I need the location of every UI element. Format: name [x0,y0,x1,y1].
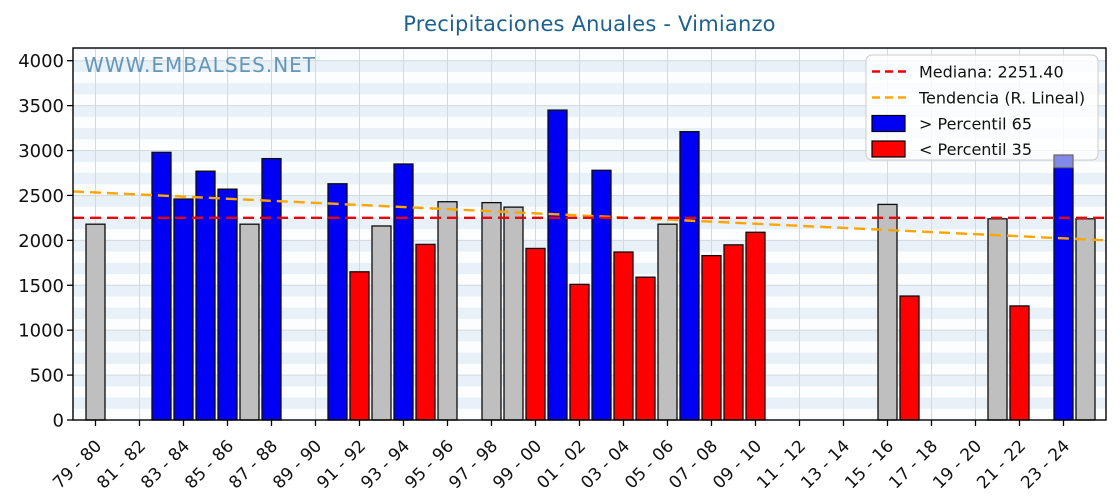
y-tick-label: 3500 [18,96,64,117]
bar-20-21 [987,218,1008,421]
bar-03-04 [613,251,634,421]
bar-16-17 [899,295,920,421]
x-tick-label: 01 - 02 [533,436,590,493]
x-tick-label: 87 - 88 [225,436,282,493]
bar-04-05 [635,276,656,421]
x-tick-label: 03 - 04 [577,436,634,493]
bar-95-96 [437,201,458,421]
bar-02-03 [591,169,612,421]
chart-title: Precipitaciones Anuales - Vimianzo [403,12,776,36]
x-tick-label: 99 - 00 [489,436,546,493]
bar-87-88 [261,157,282,421]
trend-line [72,190,1107,242]
legend-swatch-2 [871,114,906,133]
legend-box [865,54,1099,161]
y-tick-label: 0 [53,411,64,432]
bar-90-91 [327,183,348,421]
bar-07-08 [701,254,722,421]
x-tick-label: 15 - 16 [841,436,898,493]
x-tick-label: 91 - 92 [313,436,370,493]
bar-08-09 [723,244,744,421]
bar-82-83 [151,151,172,421]
x-tick-label: 97 - 98 [445,436,502,493]
x-tick-label: 09 - 10 [709,436,766,493]
x-tick-label: 13 - 14 [797,436,854,493]
bar-21-22 [1009,305,1030,421]
x-tick-label: 95 - 96 [401,436,458,493]
x-tick-label: 85 - 86 [181,436,238,493]
x-tick-label: 79 - 80 [49,436,106,493]
bar-01-02 [569,283,590,421]
legend-label: < Percentil 35 [919,140,1032,159]
legend: Mediana: 2251.40 Tendencia (R. Lineal) > P… [865,54,1099,161]
bar-84-85 [195,170,216,421]
y-tick-label: 4000 [18,51,64,72]
x-tick-label: 11 - 12 [753,436,810,493]
bar-97-98 [481,201,502,421]
bar-05-06 [657,223,678,421]
bar-94-95 [415,243,436,421]
bar-79-80 [85,223,106,421]
bar-93-94 [393,163,414,421]
x-tick-label: 05 - 06 [621,436,678,493]
bar-98-99 [503,206,524,421]
bar-09-10 [745,231,766,421]
bar-85-86 [217,188,238,421]
y-tick-label: 500 [30,366,64,387]
y-tick-label: 1500 [18,276,64,297]
x-tick-label: 81 - 82 [93,436,150,493]
bar-00-01 [547,109,568,421]
bar-partial-cap-23-24 [1053,154,1074,169]
bar-23-24 [1053,166,1074,421]
y-tick-label: 2500 [18,186,64,207]
x-tick-label: 21 - 22 [973,436,1030,493]
x-tick-label: 23 - 24 [1017,436,1074,493]
bar-92-93 [371,225,392,421]
bar-15-16 [877,203,898,421]
y-tick-label: 2000 [18,231,64,252]
x-tick-label: 17 - 18 [885,436,942,493]
x-tick-label: 07 - 08 [665,436,722,493]
bar-24-25 [1075,218,1096,421]
bar-06-07 [679,131,700,421]
y-tick-label: 3000 [18,141,64,162]
plot-border [72,47,1107,421]
bar-99-00 [525,247,546,421]
bar-86-87 [239,223,260,421]
bar-91-92 [349,271,370,421]
y-tick-label: 1000 [18,321,64,342]
legend-label: > Percentil 65 [919,115,1032,134]
watermark: WWW.EMBALSES.NET [84,53,316,77]
legend-swatch-3 [871,140,906,158]
x-tick-label: 83 - 84 [137,436,194,493]
bar-83-84 [173,198,194,421]
bars [85,109,1096,421]
legend-label: Tendencia (R. Lineal) [918,89,1085,108]
x-tick-label: 19 - 20 [929,436,986,493]
legend-label: Mediana: 2251.40 [919,63,1064,82]
x-tick-label: 93 - 94 [357,436,414,493]
x-tick-label: 89 - 90 [269,436,326,493]
